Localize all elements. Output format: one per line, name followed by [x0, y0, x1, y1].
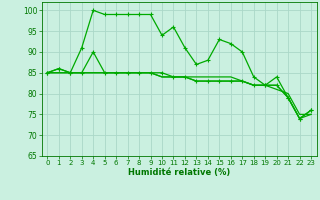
X-axis label: Humidité relative (%): Humidité relative (%) — [128, 168, 230, 177]
